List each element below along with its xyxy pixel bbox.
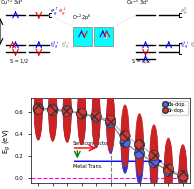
Point xyxy=(51,109,54,112)
Text: $e_g^{\downarrow}$: $e_g^{\downarrow}$ xyxy=(58,5,67,18)
Circle shape xyxy=(150,125,158,187)
Circle shape xyxy=(92,85,100,147)
Point xyxy=(94,115,98,118)
Point xyxy=(94,115,98,119)
Legend: Ba-dop., Sr-dop.: Ba-dop., Sr-dop. xyxy=(162,101,188,115)
Point xyxy=(152,161,156,164)
Text: O$^{-2}$2p$^6$: O$^{-2}$2p$^6$ xyxy=(72,13,91,23)
Circle shape xyxy=(34,78,42,140)
Text: $e_g^{\uparrow}$: $e_g^{\uparrow}$ xyxy=(50,5,59,18)
Text: S = 1/2: S = 1/2 xyxy=(10,58,28,63)
Circle shape xyxy=(78,83,86,145)
FancyBboxPatch shape xyxy=(73,26,92,46)
Text: Metal Trans.: Metal Trans. xyxy=(73,164,103,169)
Point xyxy=(109,121,112,124)
Circle shape xyxy=(63,80,71,141)
Point xyxy=(109,119,112,122)
Circle shape xyxy=(179,145,187,189)
Circle shape xyxy=(121,105,129,167)
Text: $t_{2g}^0$: $t_{2g}^0$ xyxy=(190,40,194,52)
Circle shape xyxy=(179,146,187,189)
Text: $t_{2g}^{3\downarrow}$: $t_{2g}^{3\downarrow}$ xyxy=(61,40,70,52)
Circle shape xyxy=(164,138,172,189)
Point xyxy=(66,110,69,113)
Point xyxy=(66,109,69,112)
Text: S = 3/2: S = 3/2 xyxy=(132,58,150,63)
Text: Cu$^{+2}$ 3d$^9$: Cu$^{+2}$ 3d$^9$ xyxy=(0,0,23,7)
Circle shape xyxy=(34,77,42,139)
Circle shape xyxy=(107,89,115,151)
Circle shape xyxy=(92,86,100,148)
Point xyxy=(37,108,40,111)
FancyBboxPatch shape xyxy=(94,26,113,46)
Point xyxy=(138,143,141,146)
Point xyxy=(80,112,83,115)
Point xyxy=(124,141,127,144)
Text: Semiconductor: Semiconductor xyxy=(73,141,110,146)
Point xyxy=(124,134,127,137)
Text: $t_{2g}^{3\uparrow}$: $t_{2g}^{3\uparrow}$ xyxy=(180,40,190,52)
Point xyxy=(51,108,54,111)
Point xyxy=(80,112,83,115)
Y-axis label: E$_g$ (eV): E$_g$ (eV) xyxy=(2,128,13,154)
Circle shape xyxy=(107,92,115,153)
Point xyxy=(152,154,156,157)
Circle shape xyxy=(135,123,144,184)
Circle shape xyxy=(49,80,57,141)
Text: $t_{2g}^{3\uparrow}$: $t_{2g}^{3\uparrow}$ xyxy=(50,40,60,52)
Circle shape xyxy=(49,78,57,140)
Circle shape xyxy=(121,112,129,173)
Text: Os$^{-5}$ 3d$^3$: Os$^{-5}$ 3d$^3$ xyxy=(126,0,149,7)
Circle shape xyxy=(135,114,144,176)
Circle shape xyxy=(78,83,86,145)
Point xyxy=(181,174,184,177)
Circle shape xyxy=(150,131,158,189)
Text: $e_g^0$: $e_g^0$ xyxy=(180,6,188,18)
Circle shape xyxy=(63,81,71,143)
Point xyxy=(167,170,170,173)
Point xyxy=(37,107,40,110)
Point xyxy=(181,175,184,178)
Point xyxy=(138,152,141,155)
Point xyxy=(167,167,170,170)
Circle shape xyxy=(164,140,172,189)
